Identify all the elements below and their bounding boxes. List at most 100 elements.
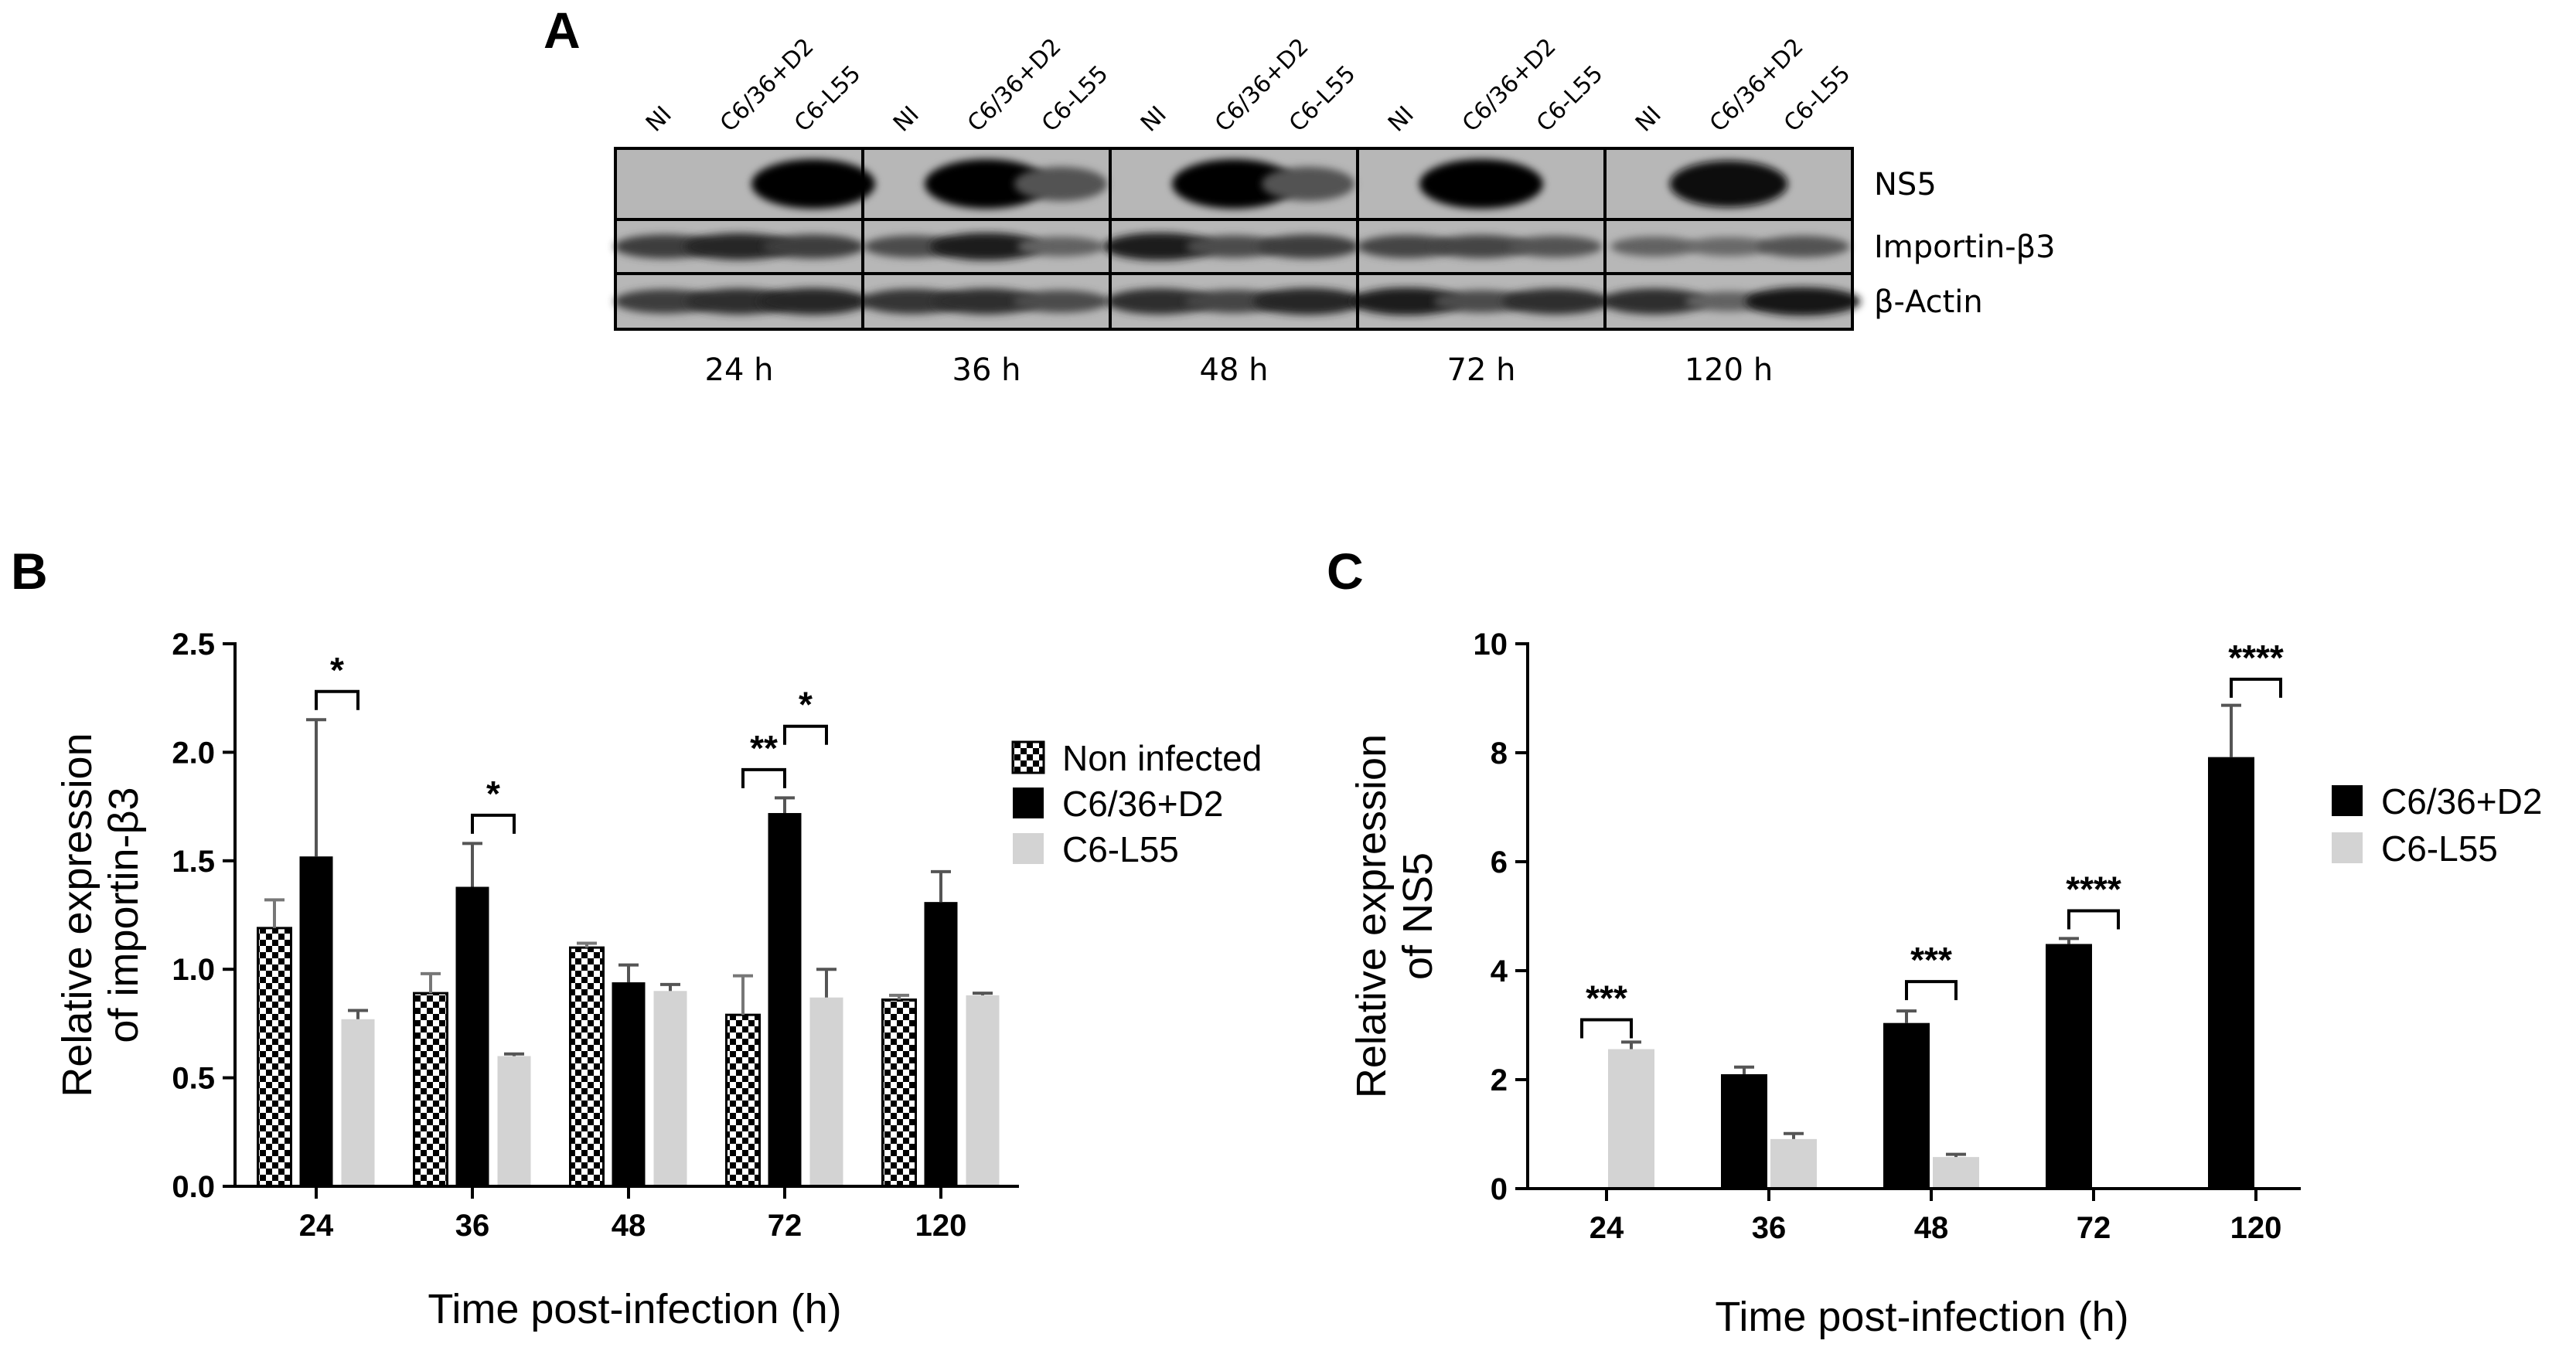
lane-label-36-h-c6-l55: C6-L55 <box>1037 60 1114 138</box>
band-ns5-24-h-c6-l55 <box>751 159 875 209</box>
panel-b-bar-c6-l55-36 <box>497 1056 531 1186</box>
panel-c-ytick-label: 10 <box>1474 628 1508 662</box>
band-importin-3-48-h-c6-l55 <box>1257 234 1359 259</box>
panel-c-bar-c6-l55-48 <box>1933 1157 1979 1189</box>
band-ns5-36-h-c6-l55 <box>1014 166 1108 202</box>
panel-c-bar-c6-36-d2-72 <box>2046 944 2092 1189</box>
band-importin-3-36-h-c6-36-d2 <box>930 233 1043 260</box>
panel-c-sig-label-24-0: *** <box>1586 978 1627 1018</box>
blot-row-frame <box>614 272 1854 331</box>
panel-b-legend-swatch-non-infected <box>1011 740 1045 774</box>
timepoint-label-72-h: 72 h <box>1447 352 1516 388</box>
band-actin-36-h-ni <box>860 288 965 315</box>
panel-c-legend-label-c6-l55: C6-L55 <box>2381 828 2498 869</box>
lane-label-36-h-ni: NI <box>888 101 925 138</box>
band-importin-3-36-h-c6-l55 <box>1017 236 1105 257</box>
panel-c-sig-label-72-2: **** <box>2066 869 2121 909</box>
band-importin-3-72-h-c6-36-d2 <box>1432 234 1531 259</box>
panel-b-bar-c6-l55-120 <box>966 995 1000 1186</box>
panel-c-x-axis-title: Time post-infection (h) <box>1715 1294 2128 1340</box>
panel-b-legend-label-c6-l55: C6-L55 <box>1062 829 1179 869</box>
band-ns5-36-h-c6-36-d2 <box>925 159 1048 209</box>
panel-b-legend-swatch-c6-36-d2 <box>1013 788 1044 818</box>
panel-c-ytick-label: 6 <box>1491 845 1508 879</box>
panel-b-ytick-label: 1.0 <box>172 953 215 987</box>
panel-b-legend-label-c6-36-d2: C6/36+D2 <box>1062 784 1223 824</box>
panel-b-letter: B <box>11 543 48 600</box>
panel-c-legend-swatch-c6-36-d2 <box>2332 785 2363 816</box>
panel-b-sig-bracket-36-1 <box>471 813 516 834</box>
row-label-ns5: NS5 <box>1874 167 1937 202</box>
panel-b-ytick-label: 2.0 <box>172 736 215 770</box>
timepoint-label-48-h: 48 h <box>1200 352 1269 388</box>
band-importin-3-48-h-c6-36-d2 <box>1186 235 1282 258</box>
panel-b-bar-non-infected-48 <box>569 946 605 1188</box>
panel-b-ytick-label: 0.0 <box>172 1170 215 1204</box>
band-ns5-120-h-c6-36-d2 <box>1669 160 1788 208</box>
panel-b-bar-c6-36-d2-24 <box>299 856 333 1186</box>
panel-c-sig-bracket-72-2 <box>2067 909 2120 930</box>
panel-b-ytick-label: 1.5 <box>172 845 215 879</box>
panel-b-legend-swatch-c6-l55 <box>1013 833 1044 864</box>
panel-b-y-axis-title-line: Relative expression <box>54 733 101 1097</box>
panel-b-xtick-label: 36 <box>455 1209 490 1243</box>
lane-label-48-h-ni: NI <box>1136 101 1172 138</box>
timepoint-label-24-h: 24 h <box>705 352 774 388</box>
panel-b-sig-label-24-0: * <box>330 650 344 690</box>
panel-b-importin-chart: B 0.0 0.5 1.0 1.5 2.0 2.5 24 36 48 72 120 Time post-… <box>11 543 1262 1332</box>
band-importin-3-24-h-c6-36-d2 <box>684 233 794 260</box>
band-importin-3-24-h-c6-l55 <box>762 234 864 259</box>
panel-b-bar-c6-36-d2-48 <box>612 982 646 1186</box>
band-actin-72-h-c6-l55 <box>1501 288 1610 315</box>
band-actin-48-h-ni <box>1106 288 1214 315</box>
panel-c-sig-bracket-24-0 <box>1580 1018 1633 1039</box>
panel-b-bar-c6-36-d2-36 <box>455 886 489 1186</box>
panel-c-bar-c6-l55-24 <box>1608 1049 1654 1189</box>
panel-c-ytick-label: 8 <box>1491 737 1508 771</box>
band-actin-120-h-ni <box>1600 288 1709 315</box>
panel-c-letter: C <box>1327 543 1364 600</box>
panel-b-bar-non-infected-72 <box>725 1013 761 1188</box>
lane-label-72-h-c6-l55: C6-L55 <box>1532 60 1609 138</box>
band-importin-3-120-h-c6-l55 <box>1756 236 1850 257</box>
lane-label-24-h-ni: NI <box>641 101 677 138</box>
panel-b-legend-label-non-infected: Non infected <box>1062 738 1262 778</box>
panel-c-bar-c6-36-d2-48 <box>1883 1022 1930 1189</box>
row-label-actin: β-Actin <box>1874 284 1983 320</box>
panel-b-bar-c6-36-d2-120 <box>924 902 958 1186</box>
panel-b-xtick-label: 24 <box>299 1209 334 1243</box>
panel-c-bar-c6-36-d2-36 <box>1721 1073 1767 1189</box>
panel-c-y-axis-title-line: of NS5 <box>1395 852 1441 980</box>
lane-label-120-h-ni: NI <box>1630 101 1667 138</box>
panel-b-xtick-label: 48 <box>612 1209 646 1243</box>
panel-c-sig-bracket-120-3 <box>2230 677 2282 698</box>
panel-b-bar-c6-l55-48 <box>653 991 687 1186</box>
panel-c-xtick-label: 120 <box>2230 1211 2282 1245</box>
band-actin-48-h-c6-36-d2 <box>1184 289 1283 314</box>
panel-b-bar-c6-l55-24 <box>341 1019 375 1186</box>
band-importin-3-120-h-ni <box>1610 236 1699 257</box>
band-ns5-48-h-c6-l55 <box>1261 166 1355 202</box>
timepoint-label-36-h: 36 h <box>952 352 1021 388</box>
panel-c-y-axis-title: Relative expressionof NS5 <box>1348 734 1441 1098</box>
panel-b-y-axis-title-line: of importin-β3 <box>101 787 147 1043</box>
panel-b-ytick-label: 0.5 <box>172 1062 215 1096</box>
lane-label-48-h-c6-l55: C6-L55 <box>1284 60 1361 138</box>
band-importin-3-72-h-c6-l55 <box>1508 236 1603 257</box>
band-actin-36-h-c6-36-d2 <box>932 288 1041 315</box>
panel-b-xtick-label: 120 <box>915 1209 967 1243</box>
panel-b-sig-label-72-2: ** <box>750 728 778 768</box>
panel-b-sig-label-36-1: * <box>486 774 500 814</box>
panel-c-ytick-label: 2 <box>1491 1063 1508 1097</box>
panel-c-sig-label-120-3: **** <box>2228 638 2284 678</box>
band-ns5-48-h-c6-36-d2 <box>1172 159 1296 209</box>
band-actin-72-h-ni <box>1351 287 1463 315</box>
band-actin-120-h-c6-l55 <box>1745 287 1861 316</box>
panel-b-sig-bracket-24-0 <box>315 689 359 710</box>
band-ns5-72-h-c6-36-d2 <box>1419 159 1543 209</box>
lane-label-24-h-c6-l55: C6-L55 <box>789 60 867 138</box>
band-importin-3-48-h-ni <box>1103 233 1216 260</box>
band-actin-48-h-c6-l55 <box>1253 287 1363 315</box>
